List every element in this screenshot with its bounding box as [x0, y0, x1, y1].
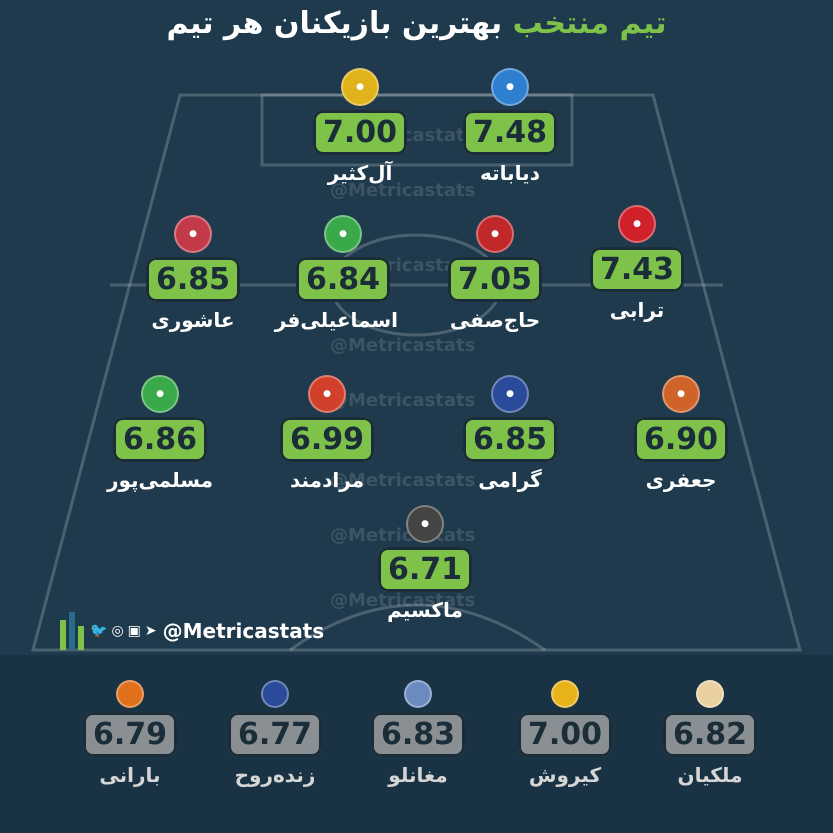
club-logo-icon: ● — [491, 68, 529, 106]
club-logo-icon — [404, 680, 432, 708]
watermark: @Metricastats — [330, 390, 476, 411]
telegram-icon: ➤ — [144, 623, 157, 639]
twitter-icon: 🐦 — [90, 623, 108, 639]
player-name: اسماعیلی‌فر — [274, 308, 398, 332]
player-card: ● 7.00 آل‌کثیر — [305, 68, 415, 185]
player-name: مرادمند — [289, 468, 365, 492]
player-score: 6.83 — [370, 712, 466, 757]
metricastats-logo-icon — [60, 612, 84, 650]
club-logo-icon: ● — [618, 205, 656, 243]
page-title: تیم منتخب بهترین بازیکنان هر تیم — [0, 6, 833, 41]
social-icons: 🐦 ◎ ▣ ➤ — [90, 623, 157, 639]
player-name: آل‌کثیر — [327, 161, 393, 185]
player-name: مغانلو — [388, 763, 448, 787]
club-logo-icon — [696, 680, 724, 708]
bench-card: 6.82 ملکیان — [655, 680, 765, 787]
player-name: گرامی — [478, 468, 542, 492]
player-name: بارانی — [99, 763, 161, 787]
brand-handle: 🐦 ◎ ▣ ➤ @Metricastats — [60, 612, 324, 650]
player-card: ● 6.86 مسلمی‌پور — [105, 375, 215, 492]
player-name: مسلمی‌پور — [106, 468, 214, 492]
watermark: @Metricastats — [330, 470, 476, 491]
title-rest: بهترین بازیکنان هر تیم — [166, 6, 503, 41]
player-name: جعفری — [645, 468, 717, 492]
club-logo-icon: ● — [308, 375, 346, 413]
club-logo-icon: ● — [406, 505, 444, 543]
title-highlight: تیم منتخب — [512, 6, 667, 41]
player-name: عاشوری — [151, 308, 235, 332]
bench-card: 6.83 مغانلو — [363, 680, 473, 787]
globe-icon: ◎ — [111, 623, 124, 639]
player-score: 6.71 — [377, 547, 473, 592]
player-name: ماکسیم — [387, 598, 463, 622]
club-logo-icon: ● — [141, 375, 179, 413]
player-name: حاج‌صفی — [449, 308, 541, 332]
player-card: ● 6.85 عاشوری — [138, 215, 248, 332]
player-card: ● 6.85 گرامی — [455, 375, 565, 492]
player-score: 6.84 — [295, 257, 391, 302]
handle-text: @Metricastats — [162, 619, 325, 643]
player-card: ● 7.05 حاج‌صفی — [440, 215, 550, 332]
instagram-icon: ▣ — [127, 623, 141, 639]
watermark: @Metricastats — [330, 590, 476, 611]
player-score: 6.79 — [82, 712, 178, 757]
player-card: ● 6.71 ماکسیم — [370, 505, 480, 622]
player-score: 6.99 — [279, 417, 375, 462]
bench-card: 6.77 زنده‌روح — [220, 680, 330, 787]
club-logo-icon: ● — [324, 215, 362, 253]
player-card: ● 7.48 دیاباته — [455, 68, 565, 185]
club-logo-icon: ● — [174, 215, 212, 253]
player-card: ● 6.99 مرادمند — [272, 375, 382, 492]
club-logo-icon — [261, 680, 289, 708]
player-name: ترابی — [609, 298, 665, 322]
player-score: 6.77 — [227, 712, 323, 757]
player-score: 7.05 — [447, 257, 543, 302]
player-name: زنده‌روح — [234, 763, 316, 787]
player-score: 6.86 — [112, 417, 208, 462]
club-logo-icon: ● — [341, 68, 379, 106]
player-score: 6.85 — [462, 417, 558, 462]
bench-card: 6.79 بارانی — [75, 680, 185, 787]
club-logo-icon: ● — [491, 375, 529, 413]
player-card: ● 6.84 اسماعیلی‌فر — [274, 215, 398, 332]
player-card: ● 7.43 ترابی — [582, 205, 692, 322]
player-score: 6.90 — [633, 417, 729, 462]
bench-card: 7.00 کیروش — [510, 680, 620, 787]
watermark: @Metricastats — [330, 335, 476, 356]
player-name: ملکیان — [677, 763, 743, 787]
player-name: دیاباته — [480, 161, 540, 185]
club-logo-icon — [551, 680, 579, 708]
player-name: کیروش — [528, 763, 602, 787]
club-logo-icon — [116, 680, 144, 708]
player-score: 6.85 — [145, 257, 241, 302]
player-card: ● 6.90 جعفری — [626, 375, 736, 492]
watermark: @Metricastats — [330, 180, 476, 201]
player-score: 6.82 — [662, 712, 758, 757]
player-score: 7.00 — [312, 110, 408, 155]
player-score: 7.43 — [589, 247, 685, 292]
club-logo-icon: ● — [662, 375, 700, 413]
player-score: 7.00 — [517, 712, 613, 757]
club-logo-icon: ● — [476, 215, 514, 253]
player-score: 7.48 — [462, 110, 558, 155]
